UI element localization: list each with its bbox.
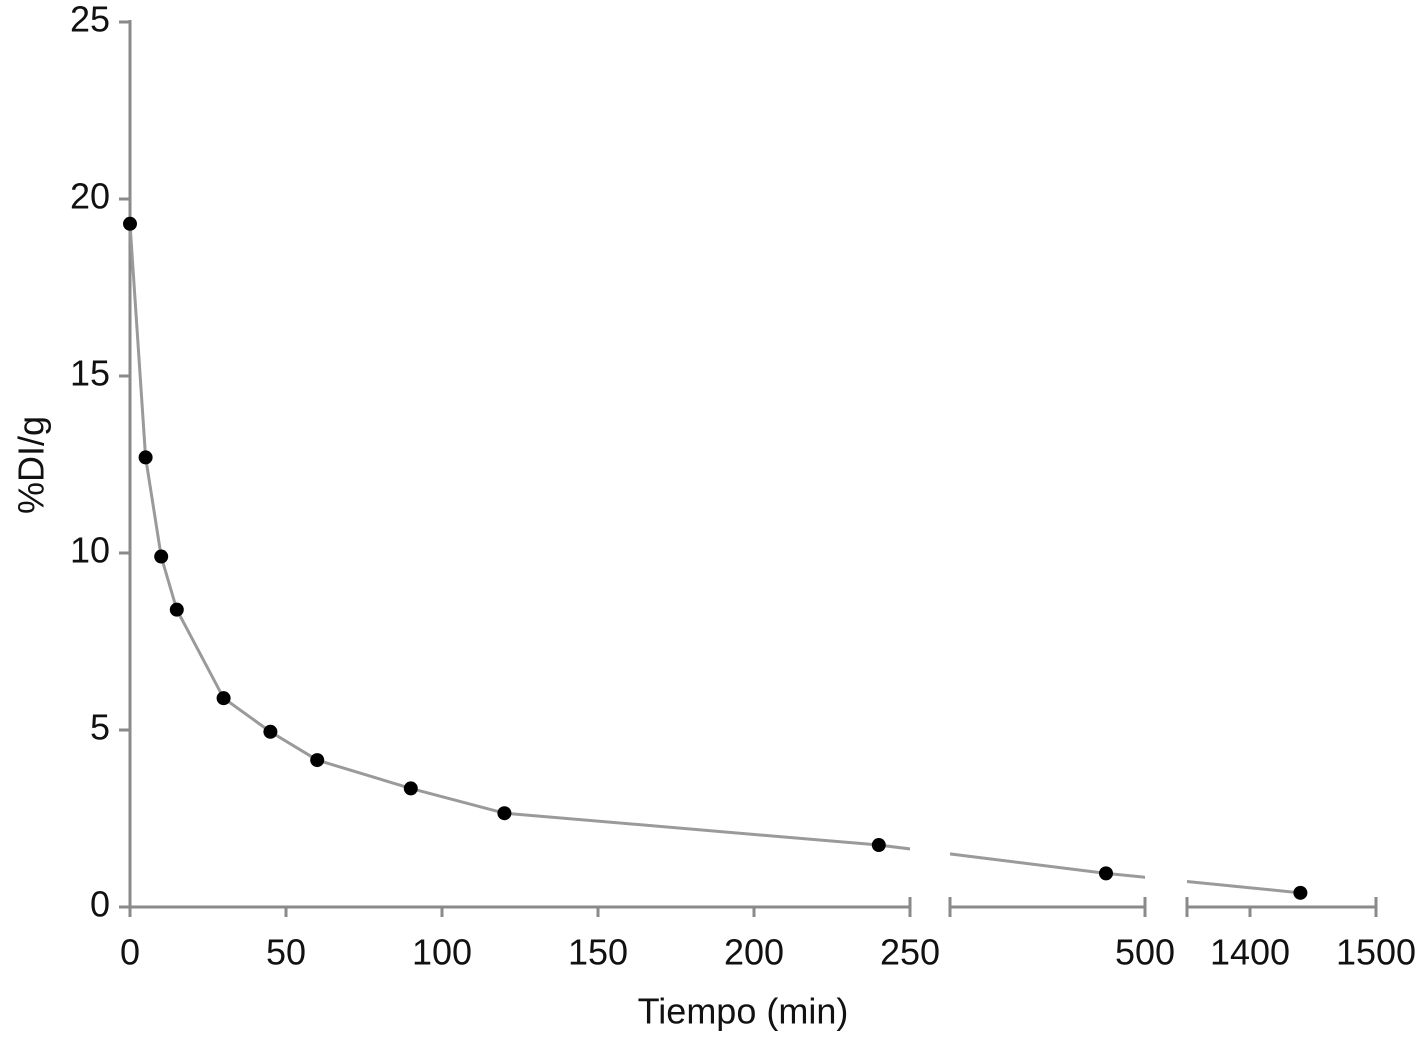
y-tick-label: 20 bbox=[70, 176, 110, 217]
y-tick-label: 15 bbox=[70, 353, 110, 394]
x-tick-label: 500 bbox=[1115, 932, 1175, 973]
x-tick-label: 50 bbox=[266, 932, 306, 973]
y-tick-label: 10 bbox=[70, 530, 110, 571]
y-axis-title: %DI/g bbox=[11, 416, 52, 514]
data-point bbox=[403, 781, 418, 796]
data-line bbox=[128, 223, 1301, 895]
x-tick-label: 250 bbox=[880, 932, 940, 973]
y-tick-label: 5 bbox=[90, 707, 110, 748]
data-point bbox=[138, 450, 153, 465]
x-tick-label: 1400 bbox=[1210, 932, 1290, 973]
data-point bbox=[310, 753, 325, 768]
data-point bbox=[263, 724, 278, 739]
y-tick-label: 25 bbox=[70, 0, 110, 40]
x-tick-label: 200 bbox=[724, 932, 784, 973]
x-tick-label: 1500 bbox=[1336, 932, 1416, 973]
data-point bbox=[154, 549, 169, 564]
data-point bbox=[1293, 885, 1308, 900]
data-point bbox=[123, 216, 137, 231]
data-point bbox=[169, 602, 184, 617]
data-point bbox=[871, 838, 886, 853]
x-tick-label: 150 bbox=[568, 932, 628, 973]
data-point bbox=[216, 691, 231, 706]
data-point bbox=[1099, 866, 1113, 881]
x-axis-title: Tiempo (min) bbox=[638, 991, 849, 1032]
y-tick-label: 0 bbox=[90, 884, 110, 925]
data-point bbox=[497, 806, 512, 821]
x-tick-label: 100 bbox=[412, 932, 472, 973]
x-tick-label: 0 bbox=[120, 932, 140, 973]
